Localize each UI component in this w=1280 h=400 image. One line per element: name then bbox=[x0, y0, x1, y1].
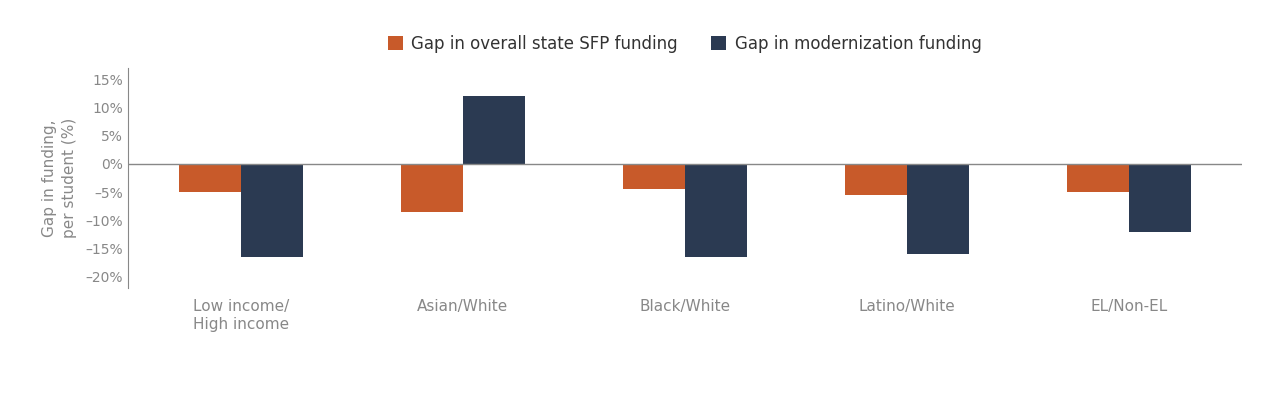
Bar bbox=[1066, 164, 1129, 192]
Bar bbox=[241, 164, 303, 257]
Legend: Gap in overall state SFP funding, Gap in modernization funding: Gap in overall state SFP funding, Gap in… bbox=[381, 28, 988, 59]
Bar bbox=[179, 164, 241, 192]
Bar bbox=[463, 96, 525, 164]
Y-axis label: Gap in funding,
per student (%): Gap in funding, per student (%) bbox=[42, 118, 77, 238]
Bar bbox=[401, 164, 463, 212]
Bar bbox=[622, 164, 685, 189]
Bar bbox=[685, 164, 748, 257]
Bar bbox=[906, 164, 969, 254]
Bar bbox=[1129, 164, 1190, 232]
Bar bbox=[845, 164, 906, 195]
